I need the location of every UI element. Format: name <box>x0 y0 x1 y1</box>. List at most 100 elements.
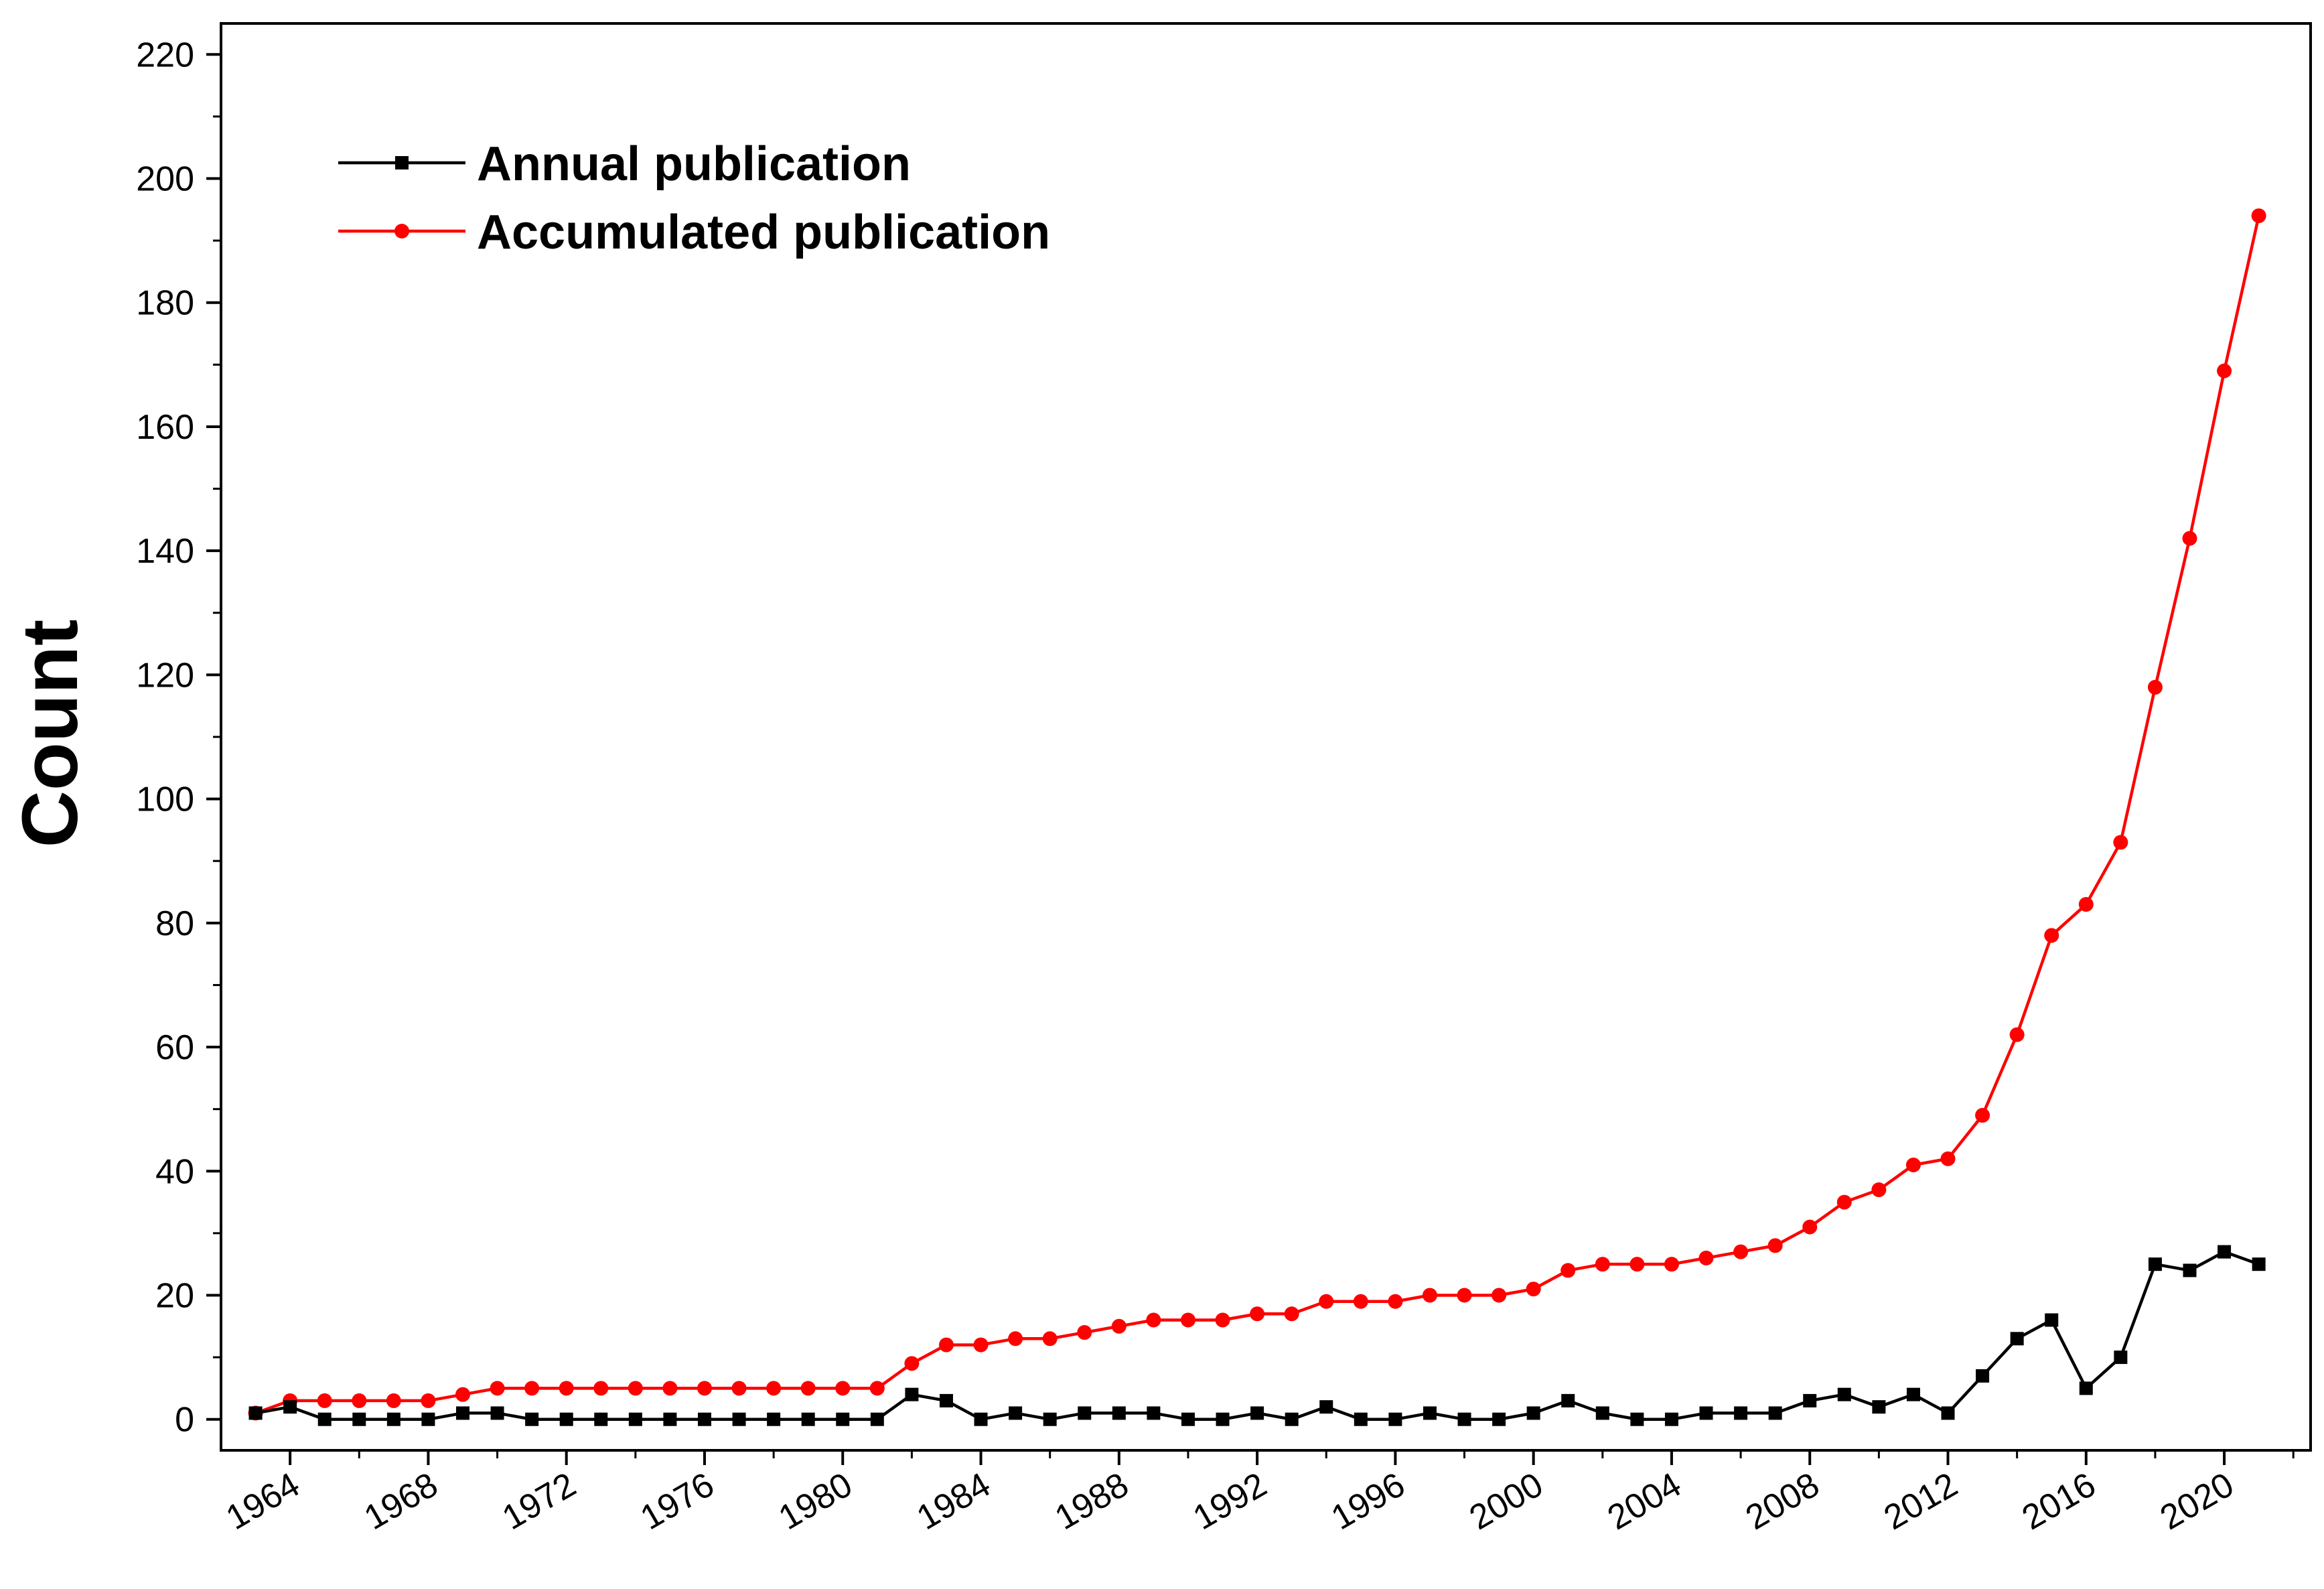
annual-point <box>1941 1406 1955 1420</box>
accumulated-point <box>1422 1288 1437 1303</box>
x-tick-label: 1988 <box>1049 1465 1135 1537</box>
legend-label: Annual publication <box>477 137 911 191</box>
accumulated-point <box>1180 1312 1195 1328</box>
accumulated-point <box>317 1393 332 1408</box>
annual-point <box>386 1412 401 1426</box>
accumulated-point <box>835 1381 851 1396</box>
annual-point <box>870 1412 884 1426</box>
accumulated-point <box>1492 1288 1507 1303</box>
annual-point <box>421 1412 435 1426</box>
accumulated-point <box>766 1381 782 1396</box>
annual-point <box>2148 1257 2162 1271</box>
accumulated-point <box>2217 363 2232 378</box>
accumulated-point <box>800 1381 816 1396</box>
x-tick-label: 1968 <box>358 1465 444 1537</box>
x-tick-label: 2004 <box>1601 1465 1688 1537</box>
y-tick-label: 180 <box>136 284 194 323</box>
legend-marker <box>394 224 409 238</box>
accumulated-point <box>1871 1182 1887 1198</box>
accumulated-point <box>1077 1325 1092 1340</box>
accumulated-point <box>1008 1331 1023 1346</box>
annual-point <box>455 1406 469 1420</box>
accumulated-point <box>2251 208 2266 224</box>
annual-point <box>1768 1406 1782 1420</box>
accumulated-point <box>1250 1306 1265 1322</box>
accumulated-point <box>1215 1312 1230 1328</box>
annual-point <box>1043 1412 1057 1426</box>
annual-point <box>1630 1412 1644 1426</box>
accumulated-point <box>1111 1318 1127 1334</box>
y-tick-label: 220 <box>136 36 194 74</box>
annual-point <box>628 1412 642 1426</box>
accumulated-point <box>1146 1312 1161 1328</box>
annual-point <box>1250 1406 1264 1420</box>
annual-point <box>594 1412 608 1426</box>
y-tick-label: 100 <box>136 780 194 819</box>
accumulated-point <box>559 1381 574 1396</box>
x-tick-label: 1976 <box>634 1465 721 1537</box>
x-tick-label: 1992 <box>1187 1465 1273 1537</box>
annual-point <box>490 1406 504 1420</box>
y-tick-label: 160 <box>136 408 194 447</box>
annual-point <box>2183 1263 2197 1277</box>
annual-point <box>1803 1393 1817 1407</box>
annual-point <box>2218 1245 2232 1259</box>
series-line-accumulated <box>255 215 2260 1415</box>
accumulated-point <box>1388 1294 1403 1309</box>
accumulated-point <box>1767 1238 1783 1253</box>
x-tick-label: 2020 <box>2154 1465 2240 1537</box>
annual-point <box>801 1412 815 1426</box>
annual-point <box>1526 1406 1540 1420</box>
annual-point <box>1078 1406 1092 1420</box>
accumulated-point <box>1042 1331 1058 1346</box>
annual-point <box>2252 1257 2266 1271</box>
accumulated-point <box>1940 1151 1956 1166</box>
annual-point <box>1285 1412 1299 1426</box>
y-axis-title: Count <box>6 620 94 848</box>
annual-point <box>2079 1381 2093 1395</box>
x-tick-label: 2012 <box>1877 1465 1964 1537</box>
annual-point <box>697 1412 711 1426</box>
annual-point <box>2010 1332 2024 1346</box>
accumulated-point <box>2078 897 2094 912</box>
accumulated-point <box>421 1393 436 1408</box>
accumulated-point <box>628 1381 643 1396</box>
accumulated-point <box>2182 531 2197 546</box>
annual-point <box>1147 1406 1161 1420</box>
accumulated-point <box>455 1387 470 1402</box>
annual-point <box>1664 1412 1678 1426</box>
annual-point <box>1734 1406 1748 1420</box>
accumulated-point <box>2009 1027 2025 1042</box>
accumulated-point <box>1836 1194 1852 1210</box>
accumulated-point <box>1975 1107 1990 1123</box>
annual-point <box>767 1412 781 1426</box>
annual-point <box>1216 1412 1230 1426</box>
annual-point <box>1354 1412 1368 1426</box>
x-axis: 1964 1968 1972 1976 1980 1984 1988 1992 1996 2000… <box>220 1450 2295 1537</box>
y-tick-label: 120 <box>136 656 194 695</box>
y-tick-label: 140 <box>136 532 194 571</box>
annual-point <box>974 1412 988 1426</box>
accumulated-point <box>1353 1294 1368 1309</box>
annual-point <box>1976 1369 1990 1383</box>
annual-point <box>352 1412 366 1426</box>
series-layer <box>248 208 2266 1426</box>
series-line-annual <box>255 1250 2260 1421</box>
accumulated-point <box>662 1381 678 1396</box>
accumulated-point <box>973 1337 989 1353</box>
y-tick-label: 200 <box>136 160 194 199</box>
accumulated-point <box>490 1381 505 1396</box>
annual-point <box>1388 1412 1402 1426</box>
accumulated-point <box>1284 1306 1299 1322</box>
annual-point <box>2114 1351 2128 1365</box>
annual-point <box>525 1412 539 1426</box>
x-tick-label: 1984 <box>910 1465 997 1537</box>
legend-label: Accumulated publication <box>477 206 1050 259</box>
accumulated-point <box>352 1393 367 1408</box>
annual-point <box>1906 1387 1920 1401</box>
annual-point <box>559 1412 573 1426</box>
accumulated-point <box>869 1381 885 1396</box>
annual-point <box>1492 1412 1506 1426</box>
